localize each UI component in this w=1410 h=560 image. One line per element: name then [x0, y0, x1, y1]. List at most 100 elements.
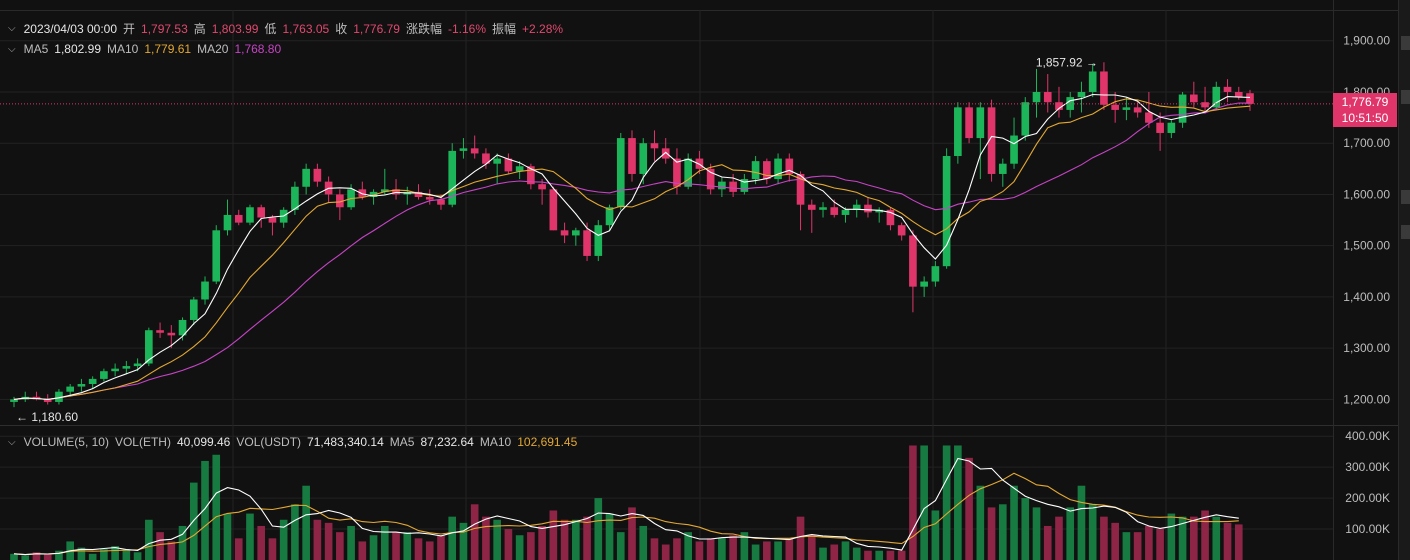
volume-bar	[796, 516, 805, 560]
volume-bar	[1223, 522, 1232, 560]
volume-bar	[482, 516, 490, 560]
volume-bar	[886, 550, 895, 560]
volume-bar	[291, 504, 299, 560]
candle-body	[549, 189, 558, 231]
candle-body	[55, 391, 63, 402]
ohlc-info-row: ⌵ 2023/04/03 00:00 开 1,797.53 高 1,803.99…	[8, 20, 569, 37]
volume-bar	[1122, 532, 1131, 560]
volume-bar	[729, 535, 737, 560]
candle-body	[1100, 71, 1108, 105]
candle-body	[100, 371, 108, 379]
candle-body	[807, 204, 816, 210]
candle-body	[1212, 86, 1221, 108]
candle-body	[212, 230, 221, 282]
volume-bar	[336, 532, 344, 560]
close-value: 1,776.79	[353, 21, 400, 36]
candle-body	[774, 158, 782, 180]
volume-bar	[639, 525, 648, 560]
high-price-marker: 1,857.92 →	[1036, 55, 1098, 69]
volume-bar	[909, 445, 917, 560]
volume-bar	[437, 535, 445, 560]
ma5-value: 1,802.99	[54, 42, 101, 56]
candle-body	[819, 207, 827, 210]
volume-bar	[223, 513, 232, 560]
candle-body	[763, 161, 771, 180]
candle-body	[1043, 91, 1052, 103]
candle-body	[66, 386, 75, 392]
volume-bar	[21, 555, 30, 560]
candle-body	[234, 214, 243, 223]
candle-body	[909, 235, 917, 287]
volume-bar	[1212, 516, 1221, 560]
candle-body	[313, 168, 322, 182]
candle-body	[437, 199, 445, 205]
volume-bar	[347, 525, 355, 560]
candle-body	[594, 225, 603, 256]
volume-bar	[313, 519, 322, 560]
candle-body	[729, 181, 737, 192]
candle-body	[841, 209, 850, 215]
candle-body	[1201, 102, 1209, 108]
volume-bar	[1077, 485, 1086, 560]
vol-ma10-label: MA10	[479, 435, 512, 449]
close-label: 收	[335, 22, 348, 36]
volume-bar	[10, 553, 18, 560]
candle-body	[875, 209, 884, 213]
volume-bar	[538, 525, 546, 560]
candle-body	[133, 363, 142, 367]
volume-bar	[807, 535, 816, 560]
ma20-line	[13, 102, 1251, 400]
candle-body	[43, 399, 52, 402]
ma20-value: 1,768.80	[234, 42, 282, 56]
candle-body	[796, 173, 805, 205]
candle-body	[954, 107, 962, 157]
volume-bar	[976, 485, 985, 560]
candle-body	[223, 214, 232, 231]
volume-bar	[1178, 516, 1187, 560]
candle-body	[145, 330, 153, 364]
ma-info-row: ⌵ MA5 1,802.99 MA10 1,779.61 MA20 1,768.…	[8, 42, 287, 56]
vol-usdt-label: VOL(USDT)	[236, 435, 302, 449]
volume-bar	[392, 532, 400, 560]
volume-bar	[571, 519, 580, 560]
candle-body	[897, 225, 906, 236]
candle-body	[122, 366, 131, 369]
volume-bar	[156, 532, 164, 560]
candle-body	[751, 161, 760, 180]
candle-body	[1077, 91, 1086, 98]
volume-bar	[875, 550, 884, 560]
candle-body	[616, 138, 625, 208]
candle-body	[1156, 122, 1164, 133]
volume-collapse-chevron-icon[interactable]: ⌵	[8, 436, 16, 448]
volume-bar	[470, 504, 479, 560]
candle-body	[515, 166, 524, 172]
ma-collapse-chevron-icon[interactable]: ⌵	[8, 43, 16, 55]
volume-bar	[43, 554, 52, 560]
volume-bar	[1021, 498, 1030, 560]
candle-body	[830, 207, 839, 215]
candle-body	[650, 143, 659, 149]
volume-bar	[650, 538, 659, 560]
volume-bar	[942, 445, 951, 560]
volume-tick-label: 100.00K	[1345, 522, 1390, 536]
volume-bar	[324, 522, 333, 560]
volume-bar	[1111, 522, 1119, 560]
volume-bar	[1010, 485, 1018, 560]
open-value: 1,797.53	[141, 21, 188, 36]
volume-bar	[897, 550, 906, 560]
ma10-label: MA10	[107, 42, 139, 56]
ma20-label: MA20	[197, 42, 229, 56]
candle-body	[1223, 86, 1232, 92]
candle-body	[1021, 102, 1030, 136]
volume-tick-label: 300.00K	[1345, 460, 1390, 474]
candle-body	[987, 107, 996, 174]
candle-countdown: 10:51:50	[1341, 111, 1389, 125]
volume-tick-label: 200.00K	[1345, 491, 1390, 505]
candle-body	[470, 148, 479, 154]
volume-bar	[785, 538, 794, 560]
volume-bar	[920, 445, 928, 560]
collapse-chevron-icon[interactable]: ⌵	[8, 23, 16, 34]
candle-body	[886, 209, 895, 226]
vol-ma5-value: 87,232.64	[420, 435, 474, 449]
